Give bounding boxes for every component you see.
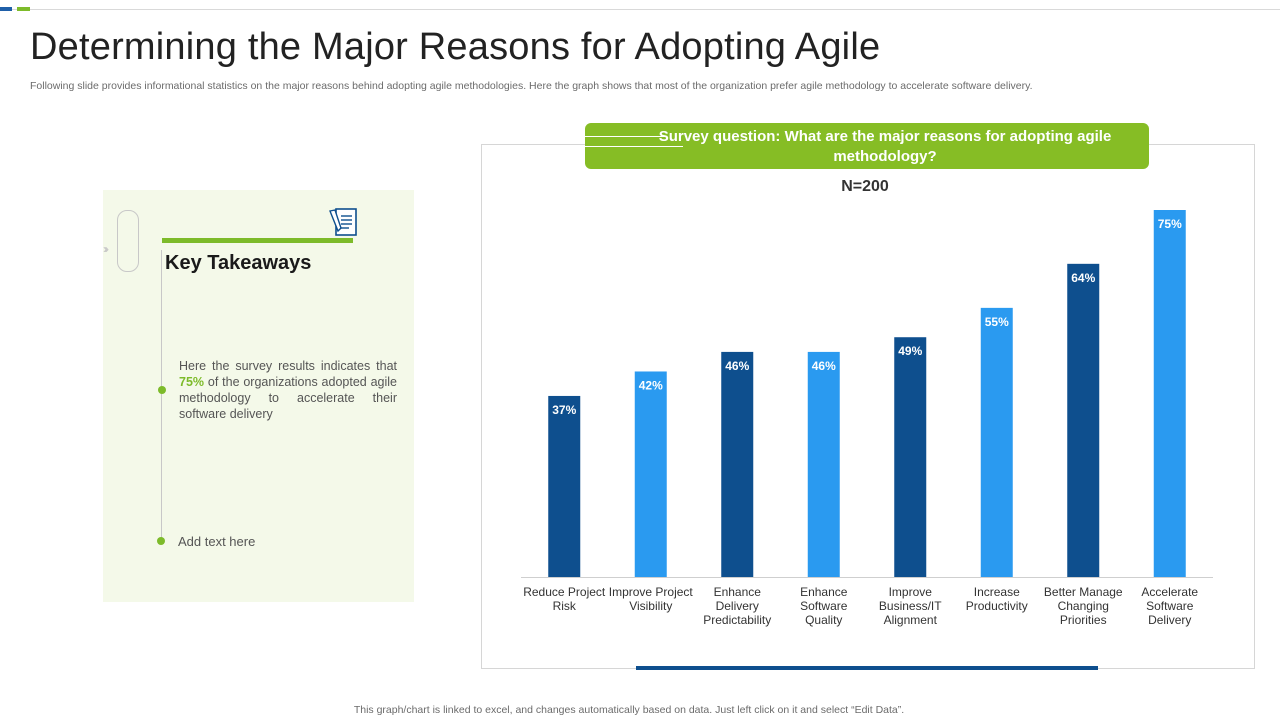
banner-deco-line	[585, 136, 665, 137]
survey-question-banner: Survey question: What are the major reas…	[585, 123, 1149, 169]
data-label-4: 49%	[898, 344, 922, 358]
data-label-3: 46%	[812, 359, 836, 373]
header-accent-green	[17, 7, 30, 11]
timeline-dot	[157, 537, 165, 545]
bar-0[interactable]	[548, 395, 581, 577]
category-label-3: Enhance Software Quality	[800, 585, 848, 627]
category-label-6: Better Manage Changing Priorities	[1044, 585, 1123, 627]
data-label-7: 75%	[1158, 217, 1182, 231]
bar-4[interactable]	[894, 337, 927, 577]
bar-2[interactable]	[721, 351, 754, 577]
survey-question: Survey question: What are the major reas…	[658, 128, 1112, 165]
key-takeaways-panel: ››› Key Takeaways Here the survey result…	[103, 190, 414, 602]
takeaway-accent-bar	[162, 238, 353, 243]
sample-size-label: N=200	[841, 178, 889, 195]
category-label-4: Improve Business/IT Alignment	[879, 585, 942, 627]
chart-bottom-accent	[636, 666, 1098, 670]
takeaway-point-2[interactable]: Add text here	[178, 534, 256, 549]
bar-7[interactable]	[1153, 210, 1186, 577]
category-label-1: Improve Project Visibility	[609, 585, 694, 613]
category-label-5: Increase Productivity	[966, 585, 1028, 613]
timeline-loop	[117, 210, 139, 272]
takeaway-highlight: 75%	[179, 375, 205, 389]
category-label-7: Accelerate Software Delivery	[1141, 585, 1198, 627]
banner-deco-line	[585, 146, 683, 147]
page-subtitle: Following slide provides informational s…	[30, 80, 1033, 92]
key-takeaways-heading: Key Takeaways	[165, 252, 312, 274]
bar-5[interactable]	[980, 307, 1013, 577]
bar-1[interactable]	[634, 371, 667, 577]
bar-chart[interactable]: 37% Reduce Project Risk 42% Improve Project V…	[481, 144, 1253, 667]
timeline-line	[161, 250, 162, 540]
data-label-1: 42%	[639, 378, 663, 392]
data-label-5: 55%	[985, 315, 1009, 329]
bar-3[interactable]	[807, 351, 840, 577]
top-rule	[0, 9, 1280, 10]
data-label-2: 46%	[725, 359, 749, 373]
chart-frame	[481, 144, 1255, 669]
takeaway-point-1: Here the survey results indicates that 7…	[179, 359, 397, 421]
data-label-6: 64%	[1071, 271, 1095, 285]
chevrons-icon: ›››	[103, 242, 109, 256]
data-label-0: 37%	[552, 403, 576, 417]
category-label-0: Reduce Project Risk	[523, 585, 606, 613]
header-accent-blue	[0, 7, 12, 11]
timeline-dot	[158, 386, 166, 394]
category-label-2: Enhance Delivery Predictability	[703, 585, 771, 627]
bar-6[interactable]	[1067, 263, 1100, 577]
document-pen-icon	[329, 208, 357, 236]
footer-note: This graph/chart is linked to excel, and…	[353, 704, 905, 716]
page-title: Determining the Major Reasons for Adopti…	[30, 26, 881, 68]
